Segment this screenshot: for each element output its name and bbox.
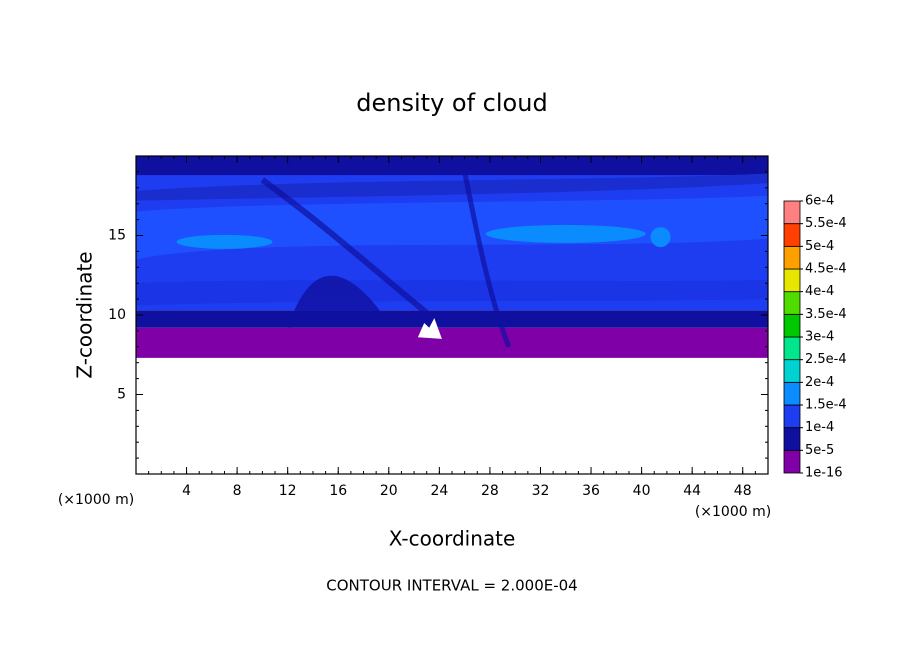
- colorbar-swatch: [783, 427, 801, 451]
- x-tick-label: 36: [582, 483, 600, 499]
- field-region: [136, 195, 768, 260]
- x-axis-label: X-coordinate: [389, 527, 516, 551]
- x-tick-label: 44: [683, 483, 701, 499]
- colorbar-label: 3.5e-4: [805, 307, 847, 322]
- x-tick-label: 12: [279, 483, 297, 499]
- field-region: [260, 177, 442, 326]
- y-tick-label: 10: [108, 307, 126, 323]
- x-tick-label: 40: [633, 483, 651, 499]
- colorbar-swatch: [783, 359, 801, 383]
- x-tick-label: 24: [430, 483, 448, 499]
- colorbar-label: 1e-16: [805, 466, 843, 481]
- field-region: [136, 173, 768, 201]
- footer-note: CONTOUR INTERVAL = 2.000E-04: [326, 577, 577, 595]
- field-region: [462, 171, 512, 348]
- colorbar-swatch: [783, 404, 801, 429]
- chart-title: density of cloud: [356, 89, 547, 117]
- colorbar-swatch: [783, 449, 801, 474]
- colorbar-swatch: [783, 223, 801, 247]
- field-region: [650, 227, 671, 248]
- x-tick-label: 28: [481, 483, 499, 499]
- colorbar-label: 5e-5: [805, 443, 834, 458]
- x-tick-label: 48: [734, 483, 752, 499]
- colorbar-label: 1e-4: [805, 420, 834, 435]
- colorbar-label: 4e-4: [805, 284, 834, 299]
- colorbar-swatch: [783, 245, 801, 270]
- colorbar-swatch: [783, 313, 801, 338]
- colorbar-label: 6e-4: [805, 194, 834, 209]
- field-region: [176, 234, 273, 249]
- field-region: [485, 224, 646, 243]
- x-tick-label: 8: [233, 483, 242, 499]
- field-region: [417, 318, 442, 339]
- field-region: [136, 156, 768, 176]
- colorbar-label: 2.5e-4: [805, 352, 847, 367]
- y-axis-label: Z-coordinate: [73, 251, 97, 378]
- colorbar-swatch: [783, 381, 801, 406]
- field-region: [136, 280, 768, 306]
- x-tick-label: 16: [329, 483, 347, 499]
- x-tick-label: 20: [380, 483, 398, 499]
- field-region: [287, 275, 389, 328]
- x-tick-label: 32: [532, 483, 550, 499]
- colorbar-label: 1.5e-4: [805, 398, 847, 413]
- colorbar-label: 5e-4: [805, 239, 834, 254]
- colorbar-label: 5.5e-4: [805, 216, 847, 231]
- y-unit-label: (×1000 m): [58, 492, 134, 508]
- y-tick-label: 15: [108, 228, 126, 244]
- colorbar-label: 3e-4: [805, 330, 834, 345]
- colorbar-swatch: [783, 268, 801, 293]
- colorbar-label: 4.5e-4: [805, 262, 847, 277]
- colorbar-label: 2e-4: [805, 375, 834, 390]
- colorbar-swatch: [783, 291, 801, 315]
- x-tick-label: 4: [182, 483, 191, 499]
- contour-field: [136, 156, 768, 474]
- colorbar-swatch: [783, 336, 801, 361]
- x-unit-label: (×1000 m): [695, 504, 771, 520]
- colorbar-swatch: [783, 200, 801, 225]
- field-region: [136, 310, 768, 328]
- field-region: [136, 327, 768, 358]
- field-region: [136, 357, 768, 474]
- y-tick-label: 5: [117, 387, 126, 403]
